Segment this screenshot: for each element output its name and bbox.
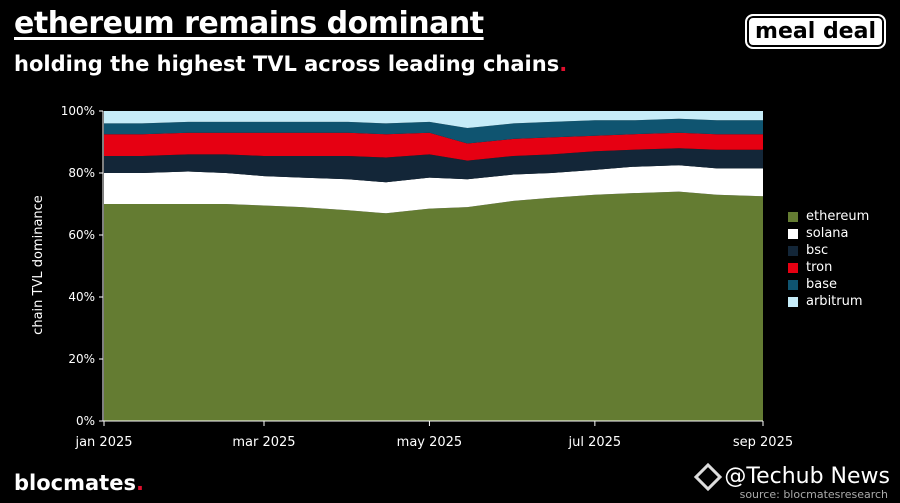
- area-bsc: [104, 148, 763, 183]
- area-ethereum: [104, 191, 763, 421]
- meal-deal-logo: meal deal: [745, 14, 886, 49]
- page-subtitle: holding the highest TVL across leading c…: [14, 52, 567, 76]
- y-tick-label: 60%: [68, 228, 95, 242]
- y-tick-label: 40%: [68, 290, 95, 304]
- x-tick-label: jul 2025: [568, 435, 622, 450]
- chart-axes: 0% 20% 40% 60% 80% 100% jan 2025 mar 2025 may 20…: [61, 104, 793, 450]
- techub-watermark: @Techub News: [694, 462, 890, 491]
- legend-swatch: [788, 245, 798, 256]
- y-tick-label: 20%: [68, 352, 95, 366]
- legend-label: bsc: [806, 243, 829, 258]
- legend-swatch: [788, 296, 798, 307]
- x-tick-label: mar 2025: [232, 435, 295, 450]
- legend-item-ethereum: ethereum: [788, 208, 869, 225]
- legend-swatch: [788, 211, 798, 222]
- legend-label: solana: [806, 226, 849, 241]
- brand-text: blocmates: [14, 471, 136, 495]
- legend-swatch: [788, 279, 798, 290]
- y-axis-label: chain TVL dominance: [31, 195, 46, 335]
- area-solana: [104, 165, 763, 214]
- legend-label: tron: [806, 260, 833, 275]
- legend-label: base: [806, 277, 837, 292]
- page-title: ethereum remains dominant: [14, 6, 484, 41]
- source-note: source: blocmatesresearch: [739, 488, 888, 501]
- legend-label: ethereum: [806, 209, 870, 224]
- legend-label: arbitrum: [806, 294, 863, 309]
- blocmates-logo: blocmates.: [14, 471, 144, 495]
- legend-item-tron: tron: [788, 259, 869, 276]
- chart-legend: ethereum solana bsc tron base arbitrum: [788, 208, 869, 310]
- area-arbitrum: [104, 111, 763, 129]
- legend-item-bsc: bsc: [788, 242, 869, 259]
- subtitle-text: holding the highest TVL across leading c…: [14, 52, 560, 76]
- brand-dot: .: [135, 471, 144, 495]
- binance-diamond-icon: [694, 462, 723, 491]
- legend-swatch: [788, 228, 798, 239]
- y-tick-label: 80%: [68, 166, 95, 180]
- y-tick-label: 0%: [76, 414, 95, 428]
- subtitle-dot: .: [559, 52, 568, 76]
- x-tick-label: sep 2025: [733, 435, 793, 450]
- legend-item-solana: solana: [788, 225, 869, 242]
- area-tron: [104, 132, 763, 161]
- legend-item-arbitrum: arbitrum: [788, 293, 869, 310]
- y-tick-label: 100%: [61, 104, 95, 118]
- x-tick-label: may 2025: [397, 435, 463, 450]
- legend-item-base: base: [788, 276, 869, 293]
- watermark-text: @Techub News: [724, 464, 890, 489]
- chart-areas: [104, 111, 763, 421]
- x-tick-label: jan 2025: [74, 435, 132, 450]
- area-base: [104, 118, 763, 144]
- legend-swatch: [788, 262, 798, 273]
